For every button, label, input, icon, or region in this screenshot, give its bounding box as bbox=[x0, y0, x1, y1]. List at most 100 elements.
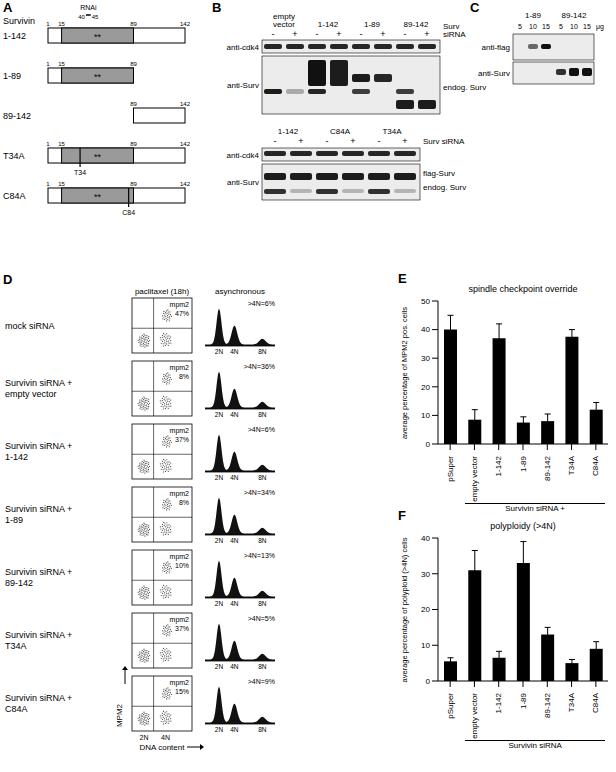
svg-text:Survivin siRNA +: Survivin siRNA + bbox=[5, 441, 72, 451]
svg-text:Survivin siRNA +: Survivin siRNA + bbox=[5, 567, 72, 577]
svg-text:Survivin siRNA +: Survivin siRNA + bbox=[5, 504, 72, 514]
svg-text:anti-cdk4: anti-cdk4 bbox=[227, 43, 260, 52]
svg-text:15: 15 bbox=[58, 21, 65, 27]
svg-text:**: ** bbox=[94, 32, 102, 42]
svg-text:2N: 2N bbox=[215, 348, 224, 355]
svg-text:1-142: 1-142 bbox=[318, 20, 339, 29]
svg-text:-: - bbox=[404, 29, 407, 39]
svg-text:8N: 8N bbox=[258, 663, 267, 670]
svg-text:1-89: 1-89 bbox=[3, 71, 21, 81]
svg-text:>4N=5%: >4N=5% bbox=[248, 615, 275, 622]
svg-text:10%: 10% bbox=[175, 562, 189, 569]
svg-text:-: - bbox=[360, 29, 363, 39]
svg-text:30: 30 bbox=[421, 570, 430, 579]
svg-text:15: 15 bbox=[542, 23, 550, 30]
svg-text:8N: 8N bbox=[258, 726, 267, 733]
svg-text:+: + bbox=[350, 136, 355, 146]
svg-text:empty vector: empty vector bbox=[470, 693, 479, 739]
svg-text:8N: 8N bbox=[258, 348, 267, 355]
svg-text:1-142: 1-142 bbox=[3, 31, 26, 41]
svg-text:1-142: 1-142 bbox=[278, 127, 299, 136]
svg-text:20: 20 bbox=[421, 605, 430, 614]
svg-text:1-89: 1-89 bbox=[519, 692, 528, 709]
svg-text:C84A: C84A bbox=[330, 127, 351, 136]
svg-text:anti-Surv: anti-Surv bbox=[227, 81, 259, 90]
svg-text:4N: 4N bbox=[230, 348, 239, 355]
svg-text:anti-flag: anti-flag bbox=[482, 43, 510, 52]
svg-text:10: 10 bbox=[421, 411, 430, 420]
svg-text:40: 40 bbox=[78, 14, 85, 20]
svg-text:endog. Surv: endog. Surv bbox=[443, 83, 486, 92]
svg-text:47%: 47% bbox=[175, 310, 189, 317]
svg-text:37%: 37% bbox=[175, 625, 189, 632]
svg-text:**: ** bbox=[94, 152, 102, 162]
svg-text:142: 142 bbox=[180, 101, 191, 107]
svg-text:mpm2: mpm2 bbox=[170, 490, 190, 498]
svg-text:8%: 8% bbox=[179, 499, 189, 506]
svg-text:C84A: C84A bbox=[3, 191, 26, 201]
svg-text:2N: 2N bbox=[215, 411, 224, 418]
svg-text:**: ** bbox=[94, 192, 102, 202]
svg-text:4N: 4N bbox=[230, 663, 239, 670]
svg-text:2N: 2N bbox=[215, 663, 224, 670]
svg-text:**: ** bbox=[94, 72, 102, 82]
svg-text:mpm2: mpm2 bbox=[170, 616, 190, 624]
svg-text:4N: 4N bbox=[230, 537, 239, 544]
svg-text:mpm2: mpm2 bbox=[170, 301, 190, 309]
svg-text:+: + bbox=[336, 29, 341, 39]
svg-text:-: - bbox=[272, 29, 275, 39]
svg-text:89: 89 bbox=[130, 21, 137, 27]
svg-text:>4N=6%: >4N=6% bbox=[248, 426, 275, 433]
svg-text:paclitaxel (18h): paclitaxel (18h) bbox=[135, 287, 190, 296]
svg-text:mpm2: mpm2 bbox=[170, 553, 190, 561]
svg-text:>4N=9%: >4N=9% bbox=[248, 678, 275, 685]
svg-text:89-142: 89-142 bbox=[562, 11, 587, 20]
svg-text:T34A: T34A bbox=[567, 692, 576, 712]
svg-text:T34A: T34A bbox=[382, 127, 402, 136]
svg-text:flag-Surv: flag-Surv bbox=[423, 169, 455, 178]
svg-text:>4N=36%: >4N=36% bbox=[244, 363, 275, 370]
svg-text:-: - bbox=[316, 29, 319, 39]
svg-text:>4N=13%: >4N=13% bbox=[244, 552, 275, 559]
svg-text:+: + bbox=[380, 29, 385, 39]
svg-text:mpm2: mpm2 bbox=[170, 679, 190, 687]
svg-text:89-142: 89-142 bbox=[5, 578, 33, 588]
svg-text:1-142: 1-142 bbox=[5, 452, 28, 462]
svg-text:C84A: C84A bbox=[5, 704, 28, 714]
svg-text:+: + bbox=[402, 136, 407, 146]
svg-text:15: 15 bbox=[58, 181, 65, 187]
svg-text:2N: 2N bbox=[215, 600, 224, 607]
svg-text:empty vector: empty vector bbox=[470, 456, 479, 502]
svg-text:Survivin siRNA +: Survivin siRNA + bbox=[5, 630, 72, 640]
svg-text:mock siRNA: mock siRNA bbox=[5, 321, 55, 331]
svg-text:8N: 8N bbox=[258, 600, 267, 607]
svg-text:1-89: 1-89 bbox=[364, 20, 381, 29]
svg-text:+: + bbox=[298, 136, 303, 146]
svg-text:89: 89 bbox=[130, 141, 137, 147]
svg-text:89: 89 bbox=[130, 101, 137, 107]
svg-text:Survivin siRNA +: Survivin siRNA + bbox=[5, 378, 72, 388]
svg-text:vector: vector bbox=[273, 20, 295, 29]
svg-text:mpm2: mpm2 bbox=[170, 364, 190, 372]
svg-text:C84A: C84A bbox=[591, 455, 600, 476]
svg-text:15: 15 bbox=[58, 61, 65, 67]
svg-text:8N: 8N bbox=[258, 411, 267, 418]
svg-text:1: 1 bbox=[46, 21, 50, 27]
svg-text:1: 1 bbox=[46, 141, 50, 147]
svg-text:C84A: C84A bbox=[591, 692, 600, 713]
svg-text:40: 40 bbox=[421, 534, 430, 543]
svg-text:mpm2: mpm2 bbox=[170, 427, 190, 435]
svg-text:0: 0 bbox=[426, 677, 431, 686]
svg-text:pSuper: pSuper bbox=[446, 693, 455, 719]
svg-text:2N: 2N bbox=[215, 474, 224, 481]
svg-text:10: 10 bbox=[529, 23, 537, 30]
svg-text:T34: T34 bbox=[74, 169, 86, 176]
svg-text:15: 15 bbox=[58, 141, 65, 147]
svg-text:2N: 2N bbox=[140, 734, 149, 741]
svg-text:89-142: 89-142 bbox=[404, 20, 429, 29]
svg-text:+: + bbox=[424, 29, 429, 39]
svg-text:T34A: T34A bbox=[5, 641, 27, 651]
svg-text:2N: 2N bbox=[215, 726, 224, 733]
svg-text:-: - bbox=[326, 136, 329, 146]
svg-text:T34A: T34A bbox=[567, 455, 576, 475]
